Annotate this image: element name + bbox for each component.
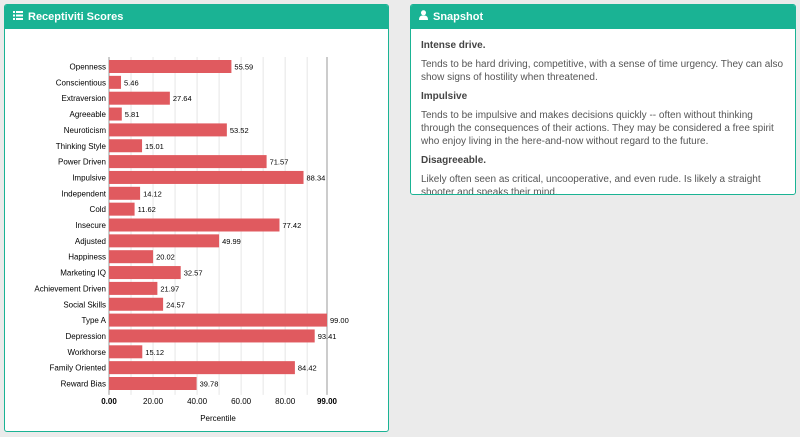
- bar: [109, 266, 181, 280]
- bar: [109, 186, 141, 200]
- value-label: 5.46: [124, 78, 139, 87]
- bar: [109, 345, 143, 359]
- bar: [109, 91, 170, 105]
- category-label: Thinking Style: [56, 142, 107, 151]
- snapshot-text-impulsive: Tends to be impulsive and makes decision…: [421, 110, 774, 147]
- snapshot-panel-header: Snapshot: [411, 5, 795, 29]
- value-label: 32.57: [184, 269, 203, 278]
- value-label: 20.02: [156, 253, 175, 262]
- category-label: Type A: [82, 316, 107, 325]
- snapshot-panel: Snapshot Intense drive. Tends to be hard…: [410, 4, 796, 195]
- snapshot-heading-impulsive: Impulsive: [421, 91, 468, 102]
- category-label: Power Driven: [58, 158, 106, 167]
- value-label: 88.34: [307, 173, 326, 182]
- bar: [109, 202, 135, 216]
- category-label: Extraversion: [62, 94, 106, 103]
- category-label: Cold: [90, 205, 106, 214]
- value-label: 53.52: [230, 126, 249, 135]
- value-label: 71.57: [270, 158, 289, 167]
- x-tick-label: 0.00: [101, 397, 117, 406]
- snapshot-heading-intense-drive: Intense drive.: [421, 40, 486, 51]
- value-label: 24.57: [166, 300, 185, 309]
- value-label: 99.00: [330, 316, 349, 325]
- bar: [109, 361, 295, 375]
- category-label: Impulsive: [72, 173, 106, 182]
- value-label: 5.81: [125, 110, 140, 119]
- x-tick-label: 40.00: [187, 397, 208, 406]
- bar: [109, 123, 227, 137]
- bar: [109, 234, 220, 248]
- category-label: Workhorse: [67, 348, 106, 357]
- category-label: Social Skills: [63, 300, 106, 309]
- value-label: 49.99: [222, 237, 241, 246]
- x-tick-label: 99.00: [317, 397, 338, 406]
- bar: [109, 329, 315, 343]
- bar: [109, 107, 122, 121]
- category-label: Independent: [62, 189, 107, 198]
- bar: [109, 281, 158, 295]
- category-label: Marketing IQ: [60, 269, 106, 278]
- scores-panel: Receptiviti Scores Openness 55.59 Conscien…: [4, 4, 389, 432]
- value-label: 15.01: [145, 142, 164, 151]
- value-label: 27.64: [173, 94, 192, 103]
- value-label: 77.42: [282, 221, 301, 230]
- value-label: 21.97: [160, 284, 179, 293]
- snapshot-text-disagreeable: Likely often seen as critical, uncoopera…: [421, 174, 761, 195]
- scores-panel-header: Receptiviti Scores: [5, 5, 388, 29]
- value-label: 15.12: [145, 348, 164, 357]
- x-tick-label: 80.00: [275, 397, 296, 406]
- bar: [109, 297, 164, 311]
- bar: [109, 313, 327, 327]
- value-label: 14.12: [143, 189, 162, 198]
- bar: [109, 170, 304, 184]
- category-label: Reward Bias: [61, 380, 106, 389]
- category-label: Achievement Driven: [34, 284, 106, 293]
- list-icon: [13, 5, 23, 29]
- category-label: Agreeable: [70, 110, 107, 119]
- bar: [109, 75, 122, 89]
- bar: [109, 139, 143, 153]
- scores-panel-title: Receptiviti Scores: [28, 11, 124, 23]
- bar: [109, 377, 197, 390]
- bar: [109, 60, 232, 73]
- value-label: 39.78: [200, 380, 219, 389]
- snapshot-text-intense-drive: Tends to be hard driving, competitive, w…: [421, 59, 784, 83]
- bar: [109, 250, 154, 264]
- category-label: Insecure: [75, 221, 106, 230]
- snapshot-heading-disagreeable: Disagreeable.: [421, 155, 487, 166]
- value-label: 55.59: [234, 63, 253, 72]
- x-tick-label: 60.00: [231, 397, 252, 406]
- bar: [109, 218, 280, 232]
- snapshot-body: Intense drive. Tends to be hard driving,…: [411, 29, 795, 195]
- category-label: Happiness: [68, 253, 106, 262]
- user-icon: [419, 5, 428, 29]
- category-label: Family Oriented: [50, 364, 106, 373]
- x-tick-label: 20.00: [143, 397, 164, 406]
- category-label: Neuroticism: [64, 126, 107, 135]
- snapshot-panel-title: Snapshot: [433, 11, 484, 23]
- category-label: Conscientious: [56, 78, 106, 87]
- value-label: 93.41: [318, 332, 337, 341]
- x-axis-label: Percentile: [200, 414, 236, 423]
- value-label: 11.62: [138, 205, 156, 214]
- category-label: Depression: [66, 332, 106, 341]
- category-label: Adjusted: [75, 237, 106, 246]
- category-label: Openness: [70, 63, 106, 72]
- bar: [109, 155, 267, 169]
- scores-bar-chart: Openness 55.59 Conscientious 5.46 Extraversi…: [34, 57, 349, 423]
- value-label: 84.42: [298, 364, 317, 373]
